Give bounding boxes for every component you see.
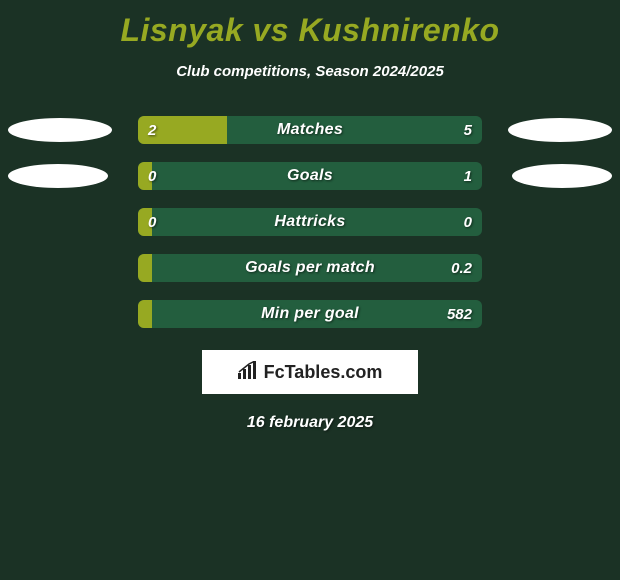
stat-value-right: 582: [447, 300, 472, 328]
chart-icon: [238, 361, 260, 384]
player-badge-left: [8, 118, 112, 142]
stat-value-right: 5: [464, 116, 472, 144]
stat-row: Goals per match0.2: [0, 254, 620, 282]
stat-row: 2Matches5: [0, 116, 620, 144]
stat-label: Hattricks: [138, 208, 482, 236]
stat-value-right: 0.2: [451, 254, 472, 282]
stat-label: Matches: [138, 116, 482, 144]
stat-bar: Goals per match0.2: [138, 254, 482, 282]
stat-label: Goals: [138, 162, 482, 190]
stat-bar: Min per goal582: [138, 300, 482, 328]
stat-value-right: 0: [464, 208, 472, 236]
stat-bar: 0Goals1: [138, 162, 482, 190]
logo-text: FcTables.com: [264, 362, 383, 383]
player-badge-right: [508, 118, 612, 142]
page-subtitle: Club competitions, Season 2024/2025: [0, 63, 620, 80]
stat-row: 0Goals1: [0, 162, 620, 190]
player-badge-left: [8, 164, 108, 188]
stat-value-right: 1: [464, 162, 472, 190]
logo: FcTables.com: [238, 361, 383, 384]
date-text: 16 february 2025: [0, 414, 620, 432]
stat-bar: 2Matches5: [138, 116, 482, 144]
stat-row: 0Hattricks0: [0, 208, 620, 236]
stat-row: Min per goal582: [0, 300, 620, 328]
stat-bar: 0Hattricks0: [138, 208, 482, 236]
comparison-container: Lisnyak vs Kushnirenko Club competitions…: [0, 0, 620, 432]
page-title: Lisnyak vs Kushnirenko: [0, 12, 620, 49]
logo-box: FcTables.com: [202, 350, 418, 394]
player-badge-right: [512, 164, 612, 188]
stat-label: Goals per match: [138, 254, 482, 282]
stat-rows: 2Matches50Goals10Hattricks0Goals per mat…: [0, 116, 620, 328]
stat-label: Min per goal: [138, 300, 482, 328]
